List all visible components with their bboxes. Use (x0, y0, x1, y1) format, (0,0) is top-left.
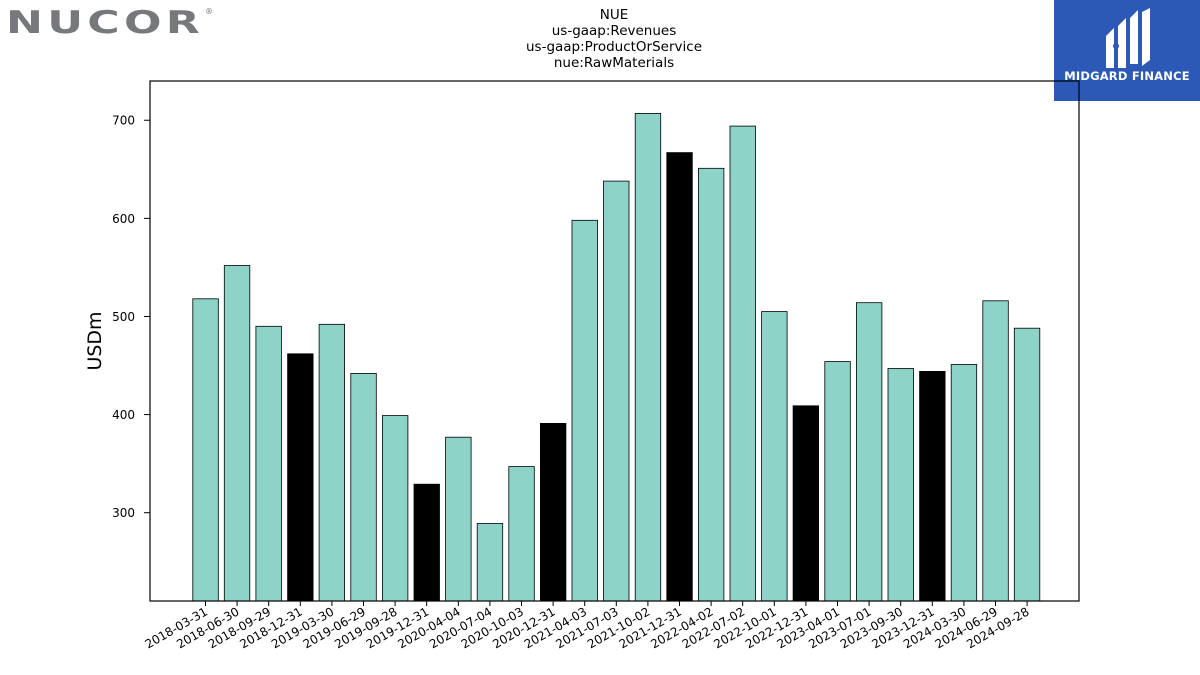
y-axis: 300 400 500 600 700 (112, 114, 150, 520)
bar-2024-09-28 (1013, 327, 1041, 602)
bar-2024-03-30 (950, 364, 978, 602)
plot-frame (149, 80, 1080, 602)
x-axis: 2018-03-312018-06-302018-09-292018-12-31… (143, 601, 1032, 651)
midgard-emblem-icon (1106, 8, 1150, 68)
midgard-finance-logo: MIDGARD FINANCE (1054, 0, 1200, 101)
bar-2022-12-31 (792, 405, 819, 602)
bar-2024-06-29 (982, 300, 1009, 602)
bar-2023-09-30 (887, 368, 914, 602)
y-tick-label: 300 (112, 506, 135, 520)
y-tick-label: 700 (112, 114, 135, 128)
bar-2022-04-02 (698, 167, 725, 602)
title-line-ticker: NUE (599, 7, 629, 23)
bars-group (192, 113, 1041, 602)
bar-2018-09-29 (255, 325, 282, 602)
bar-2023-07-01 (856, 302, 883, 602)
bar-2018-06-30 (223, 265, 251, 602)
bar-2020-10-03 (508, 466, 535, 602)
chart-title: NUE us-gaap:Revenues us-gaap:ProductOrSe… (414, 7, 814, 71)
bar-2023-04-01 (824, 361, 851, 602)
bar-2020-12-31 (540, 422, 567, 602)
bar-2023-12-31 (919, 370, 946, 602)
bar-2021-07-03 (603, 180, 630, 602)
bar-2018-12-31 (287, 353, 314, 602)
bar-2019-09-28 (381, 415, 409, 602)
bar-2022-10-01 (761, 311, 788, 602)
title-line-member: nue:RawMaterials (553, 55, 675, 71)
nucor-logo: NUCOR ® (6, 5, 213, 38)
bar-2019-12-31 (413, 483, 440, 602)
bar-2021-12-31 (666, 152, 693, 602)
bar-2018-03-31 (192, 298, 219, 602)
bar-2019-03-30 (318, 323, 346, 602)
y-tick-label: 600 (112, 212, 135, 226)
bar-2021-10-02 (634, 113, 662, 602)
y-tick-label: 400 (112, 408, 135, 422)
bar-2022-07-02 (729, 125, 756, 602)
bar-2021-04-03 (571, 219, 598, 602)
bar-2020-07-04 (476, 523, 504, 602)
y-axis-label: USDm (84, 311, 106, 370)
bar-2019-06-29 (350, 372, 377, 602)
title-line-axis: us-gaap:ProductOrService (525, 39, 703, 55)
nucor-logo-text: NUCOR (6, 5, 204, 38)
brand-name: MIDGARD FINANCE (1064, 69, 1190, 83)
bar-2020-04-04 (445, 436, 472, 602)
title-line-concept: us-gaap:Revenues (551, 23, 677, 39)
y-tick-label: 500 (112, 310, 135, 324)
registered-mark-icon: ® (205, 7, 213, 16)
